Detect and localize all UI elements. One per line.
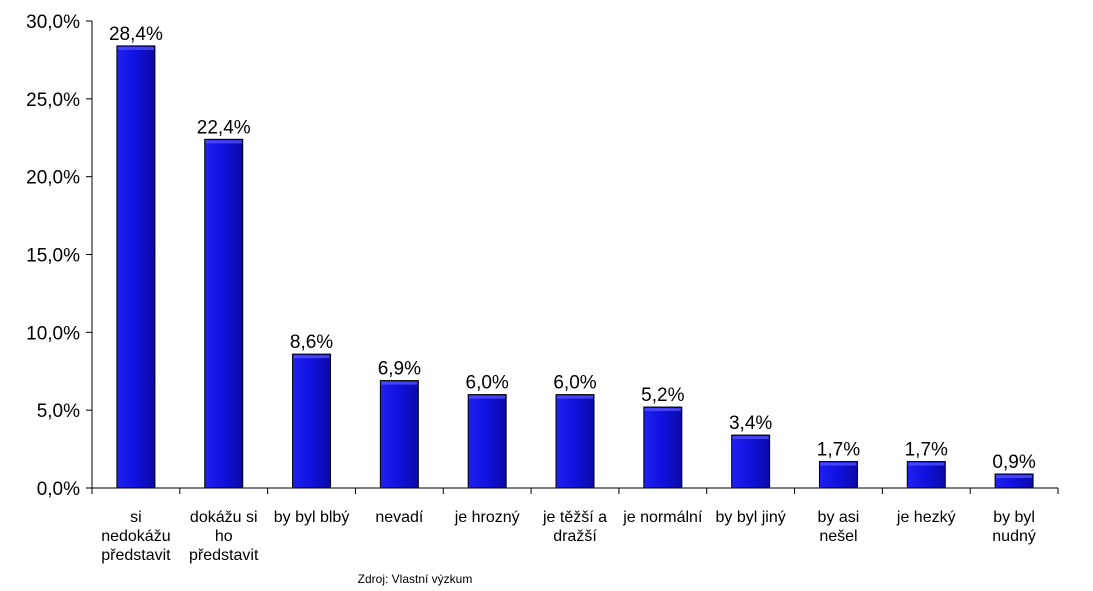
bar-body xyxy=(818,461,858,489)
source-note: Zdroj: Vlastní výzkum xyxy=(358,572,473,586)
data-label: 3,4% xyxy=(729,413,772,434)
bar-highlight xyxy=(820,462,857,466)
y-tick-label: 5,0% xyxy=(37,401,80,422)
bar xyxy=(204,138,244,489)
category-label: si xyxy=(130,509,142,526)
bar-highlight xyxy=(557,395,593,399)
axes: 0,0% 5,0% 10,0% 15,0% 20,0% 25,0% 30,0% xyxy=(26,12,1059,500)
bar-highlight xyxy=(205,140,242,144)
bar-body xyxy=(643,406,683,489)
category-label: nedokážu xyxy=(101,528,170,545)
bar xyxy=(116,45,156,489)
bar xyxy=(906,461,946,489)
bar xyxy=(731,434,771,489)
bar-highlight xyxy=(117,46,154,50)
data-label: 5,2% xyxy=(641,385,684,406)
y-tick-label: 15,0% xyxy=(26,246,80,267)
category-label: by asi xyxy=(818,509,860,526)
bar xyxy=(994,473,1034,489)
category-label: nešel xyxy=(819,528,857,545)
category-label: je hezký xyxy=(896,509,956,526)
bar-highlight xyxy=(469,395,506,399)
category-label: ho xyxy=(215,528,233,545)
category-label: nudný xyxy=(992,528,1036,545)
data-label: 1,7% xyxy=(817,440,860,461)
data-label: 1,7% xyxy=(905,440,948,461)
bar xyxy=(467,394,507,489)
bar-body xyxy=(467,394,507,489)
category-label: by byl xyxy=(993,509,1035,526)
data-label: 0,9% xyxy=(992,452,1035,473)
bar xyxy=(643,406,683,489)
bar-body xyxy=(204,138,244,489)
bar xyxy=(292,353,332,489)
bars xyxy=(116,45,1034,489)
category-label: nevadí xyxy=(375,509,424,526)
bar xyxy=(555,394,595,489)
bar-body xyxy=(116,45,156,489)
category-label: dokážu si xyxy=(190,509,258,526)
data-label: 6,0% xyxy=(466,373,509,394)
bar-highlight xyxy=(644,408,681,412)
data-label: 22,4% xyxy=(197,117,251,138)
bar-body xyxy=(731,434,771,489)
bar-body xyxy=(292,353,332,489)
y-tick-label: 10,0% xyxy=(26,323,80,344)
bar-highlight xyxy=(732,436,769,440)
data-label: 8,6% xyxy=(290,332,333,353)
category-label: představit xyxy=(101,547,171,564)
category-label: představit xyxy=(189,547,259,564)
bar xyxy=(818,461,858,489)
bar-highlight xyxy=(293,355,330,359)
category-label: by byl blbý xyxy=(274,509,350,526)
category-label: je těžší a xyxy=(542,509,607,526)
bar-highlight xyxy=(996,474,1033,478)
y-tick-label: 20,0% xyxy=(26,168,80,189)
bar-body xyxy=(555,394,595,489)
data-label: 6,9% xyxy=(378,359,421,380)
data-label: 28,4% xyxy=(109,24,163,45)
labels: 28,4% si nedokážu představit 22,4% dokážu si h… xyxy=(101,24,1036,586)
bar-highlight xyxy=(908,462,945,466)
category-label: je hrozný xyxy=(454,509,520,526)
y-tick-label: 25,0% xyxy=(26,90,80,111)
category-label: je normální xyxy=(622,509,703,526)
y-tick-label: 30,0% xyxy=(26,12,80,33)
bar-body xyxy=(379,380,419,489)
bar xyxy=(379,380,419,489)
y-tick-label: 0,0% xyxy=(37,479,80,500)
category-label: by byl jiný xyxy=(716,509,786,526)
bar-highlight xyxy=(381,381,418,385)
data-label: 6,0% xyxy=(553,373,596,394)
bar-body xyxy=(906,461,946,489)
category-label: dražší xyxy=(553,528,597,545)
